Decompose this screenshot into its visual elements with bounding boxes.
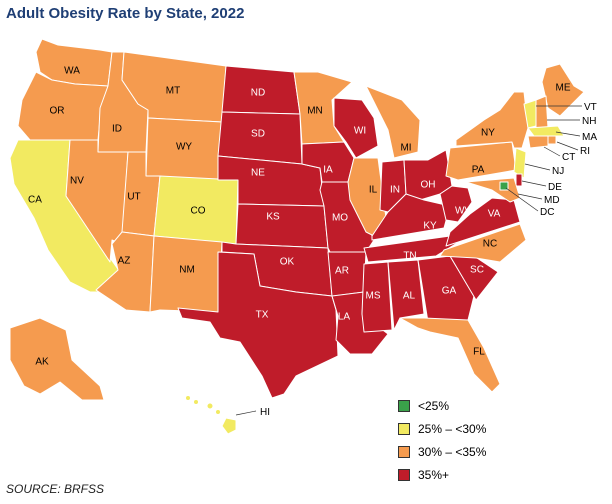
state-label-ut: UT [127,192,140,203]
state-label-al: AL [403,291,416,302]
state-wi [333,97,379,159]
state-label-wv: WV [455,206,471,217]
state-ms [361,261,393,333]
state-label-ak: AK [35,357,49,368]
state-nj [513,147,527,179]
state-nh [535,95,549,129]
state-label-pa: PA [472,165,485,176]
state-label-hi: HI [260,407,270,418]
state-label-il: IL [369,185,378,196]
state-label-sd: SD [251,129,265,140]
state-label-ar: AR [335,266,349,277]
state-label-vt: VT [584,102,597,113]
state-label-md: MD [544,195,560,206]
legend-label-35plus: 35%+ [418,467,450,482]
state-label-nd: ND [251,88,265,99]
state-label-oh: OH [421,180,436,191]
legend: <25% 25% – <30% 30% – <35% 35%+ [398,394,486,486]
legend-swatch-35plus [398,468,410,481]
state-il [347,157,387,237]
state-label-ri: RI [580,146,590,157]
state-label-ne: NE [251,168,265,179]
state-ma [527,125,565,137]
state-label-wi: WI [354,126,366,137]
state-label-or: OR [50,106,65,117]
legend-swatch-25-30 [398,422,410,435]
legend-label-30-35: 30% – <35% [418,444,487,459]
map-title: Adult Obesity Rate by State, 2022 [6,5,245,22]
state-ks [235,203,329,249]
state-label-dc: DC [540,207,554,218]
state-label-az: AZ [118,256,131,267]
state-label-wa: WA [64,66,80,77]
state-label-ma: MA [582,132,597,143]
state-label-ny: NY [481,128,495,139]
state-label-fl: FL [473,347,485,358]
state-label-in: IN [390,185,400,196]
legend-label-lt25: <25% [418,398,450,413]
state-label-id: ID [112,124,122,135]
state-label-nv: NV [70,176,84,187]
external-state-labels: VT NH MA RI CT NJ DE MD DC HI [260,102,597,418]
state-label-nh: NH [582,116,596,127]
state-label-nj: NJ [552,166,564,177]
state-ct [527,135,549,149]
legend-label-25-30: 25% – <30% [418,421,487,436]
state-label-sc: SC [470,265,484,276]
state-ri [547,135,557,145]
label-leader-lines [235,105,582,416]
state-label-de: DE [548,182,562,193]
state-label-tx: TX [256,310,269,321]
state-mi [365,85,421,159]
state-label-tn: TN [403,251,416,262]
legend-swatch-lt25 [398,399,410,412]
state-label-va: VA [488,209,501,220]
state-label-la: LA [338,312,351,323]
state-label-ms: MS [366,291,381,302]
state-label-mi: MI [400,143,411,154]
state-label-ky: KY [423,221,437,232]
state-label-ct: CT [562,152,575,163]
state-wv [439,185,473,223]
state-label-ga: GA [442,286,457,297]
state-label-mo: MO [332,213,348,224]
state-label-ks: KS [266,212,280,223]
state-labels: WA OR CA ID NV MT WY UT CO AZ NM ND SD N… [28,66,571,368]
state-label-mt: MT [166,86,180,97]
legend-swatch-30-35 [398,445,410,458]
state-hi [185,395,237,435]
state-label-nc: NC [483,239,497,250]
state-label-me: ME [556,83,571,94]
state-ny [455,91,529,149]
states-layer [9,38,585,435]
state-fl [399,317,501,393]
state-tx [177,251,339,399]
state-al [387,259,425,331]
state-me [541,63,585,117]
source-note: SOURCE: BRFSS [6,482,105,496]
state-label-ia: IA [323,165,333,176]
legend-item-lt25: <25% [398,394,486,417]
legend-item-25-30: 25% – <30% [398,417,486,440]
state-label-co: CO [191,206,206,217]
state-de [515,173,523,187]
state-label-nm: NM [179,265,195,276]
state-label-ca: CA [28,195,42,206]
state-label-wy: WY [176,142,192,153]
state-label-mn: MN [307,106,323,117]
state-nc [439,223,527,263]
state-ky [371,193,451,241]
state-ak [9,317,105,401]
legend-item-35plus: 35%+ [398,463,486,486]
state-label-ok: OK [280,257,295,268]
legend-item-30-35: 30% – <35% [398,440,486,463]
